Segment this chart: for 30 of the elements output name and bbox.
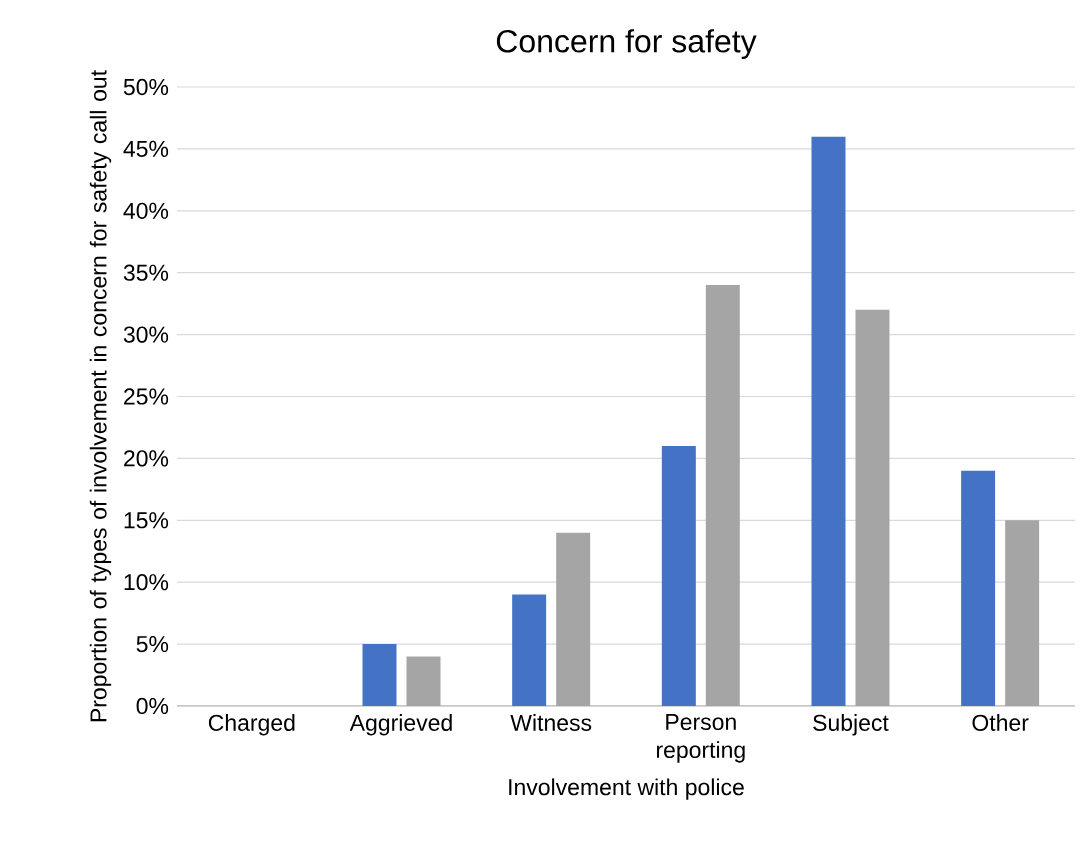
y-axis-title: Proportion of types of involvement in concern for safety call out (89, 70, 112, 722)
bar (1005, 520, 1040, 706)
chart-title: Concern for safety (496, 29, 757, 59)
y-tick-label: 5% (136, 635, 169, 653)
bar (855, 309, 890, 706)
y-tick-label: 35% (123, 264, 169, 281)
bar (512, 594, 547, 706)
y-tick-label: 45% (123, 140, 169, 157)
x-tick-label: Subject (813, 714, 889, 736)
bar (406, 656, 441, 706)
y-tick-label: 0% (136, 697, 169, 715)
y-tick-label: 15% (124, 512, 169, 529)
x-tick-label: Aggrieved (349, 714, 452, 736)
y-tick-label: 30% (123, 326, 169, 343)
x-tick-label: Other (972, 714, 1029, 731)
y-tick-label: 20% (124, 450, 169, 467)
y-tick-label: 25% (124, 388, 169, 405)
y-tick-label: 50% (123, 78, 169, 96)
bar (661, 446, 696, 706)
bar (961, 470, 996, 706)
bar (362, 644, 397, 706)
bar (811, 136, 846, 706)
y-tick-label: 40% (123, 202, 169, 219)
y-tick-label: 10% (124, 574, 169, 591)
x-tick-label: Person reporting (656, 714, 745, 763)
x-axis-title: Involvement with police (509, 778, 744, 800)
bar (705, 285, 740, 706)
x-tick-label: Witness (510, 714, 592, 731)
x-tick-label: Charged (208, 714, 295, 736)
bar (556, 532, 591, 706)
